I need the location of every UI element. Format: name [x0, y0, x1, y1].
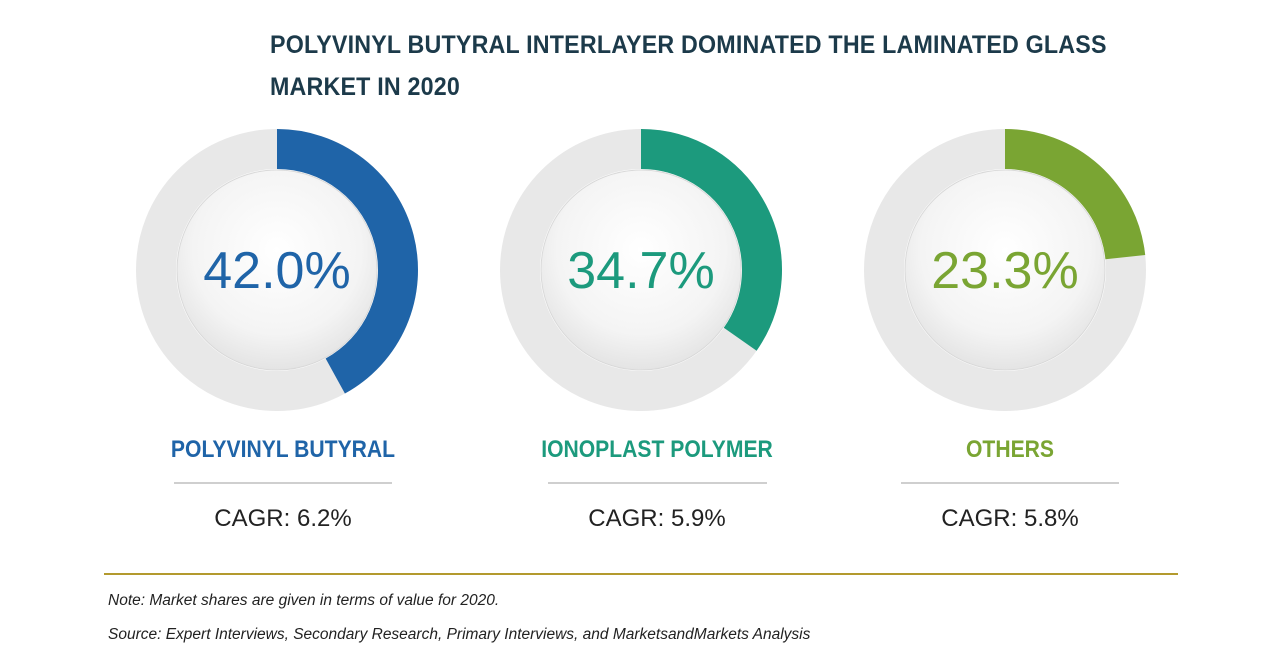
- share-value-label: 42.0%: [203, 242, 350, 300]
- donut-svg: 23.3%: [864, 129, 1146, 411]
- donut-inner: [904, 169, 1106, 371]
- cagr-value: CAGR: 5.9%: [588, 505, 726, 532]
- donut-inner: [540, 169, 742, 371]
- category-label: OTHERS: [965, 436, 1054, 463]
- donut-segment: [276, 129, 418, 394]
- label-divider: [901, 482, 1119, 484]
- cagr-value: CAGR: 5.8%: [941, 505, 1079, 532]
- share-value-label: 23.3%: [931, 242, 1078, 300]
- cagr-value: CAGR: 6.2%: [214, 505, 352, 532]
- donut-others: 23.3%: [855, 120, 1155, 420]
- label-divider: [174, 482, 392, 484]
- footer-note: Note: Market shares are given in terms o…: [108, 592, 500, 609]
- footer-source: Source: Expert Interviews, Secondary Res…: [108, 626, 811, 643]
- donut-segment: [1004, 129, 1146, 260]
- donut-svg: 34.7%: [500, 129, 782, 411]
- category-label: IONOPLAST POLYMER: [541, 436, 773, 463]
- donut-svg: 42.0%: [136, 129, 418, 411]
- footer-rule: [104, 573, 1178, 575]
- donut-inner: [176, 169, 378, 371]
- donut-segment: [640, 129, 782, 351]
- category-label: POLYVINYL BUTYRAL: [170, 436, 396, 463]
- donut-ionoplast-polymer: 34.7%: [491, 120, 791, 420]
- chart-title: POLYVINYL BUTYRAL INTERLAYER DOMINATED T…: [270, 31, 1107, 101]
- label-divider: [548, 482, 767, 484]
- share-value-label: 34.7%: [567, 242, 714, 300]
- donut-polyvinyl-butyral: 42.0%: [127, 120, 427, 420]
